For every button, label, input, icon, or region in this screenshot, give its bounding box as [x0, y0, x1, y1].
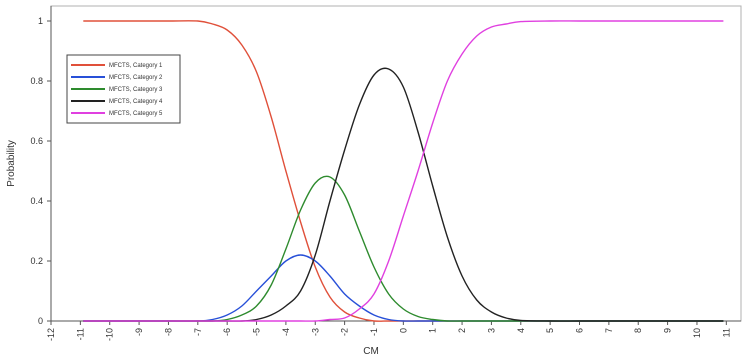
legend: MFCTS, Category 1 MFCTS, Category 2 MFCTS,…	[66, 54, 181, 124]
x-tick-label: -1	[369, 328, 379, 336]
x-tick-label: -6	[222, 328, 232, 336]
x-tick-label: -2	[340, 328, 350, 336]
x-tick-label: 10	[692, 328, 702, 338]
plot-frame	[50, 5, 742, 322]
x-tick-label: 7	[604, 328, 614, 333]
x-tick-label: 3	[486, 328, 496, 333]
y-axis-label: Probability	[6, 140, 17, 187]
series-layer	[83, 20, 724, 322]
y-tick-label: 0.2	[30, 256, 43, 266]
x-tick-label: 5	[545, 328, 555, 333]
x-tick-label: 6	[575, 328, 585, 333]
legend-entry: MFCTS, Category 3	[109, 87, 163, 93]
x-tick-label: -4	[281, 328, 291, 336]
x-tick-label: 9	[663, 328, 673, 333]
x-tick-label: -11	[75, 328, 85, 340]
x-tick-label: 1	[428, 328, 438, 333]
x-tick-label: 2	[457, 328, 467, 333]
legend-entry: MFCTS, Category 2	[109, 75, 163, 81]
x-tick-label: 8	[633, 328, 643, 333]
legend-entry: MFCTS, Category 5	[109, 111, 163, 117]
x-tick-label: -7	[193, 328, 203, 336]
x-tick-label: -8	[163, 328, 173, 336]
x-tick-label: 11	[721, 328, 731, 337]
legend-entry: MFCTS, Category 4	[109, 99, 163, 105]
y-tick-label: 0	[38, 316, 43, 326]
x-tick-label: -10	[105, 328, 115, 341]
series-line-category-5	[83, 20, 724, 322]
x-tick-label: 4	[516, 328, 526, 333]
y-tick-label: 0.8	[30, 76, 43, 86]
y-tick-label: 0.6	[30, 136, 43, 146]
x-tick-label: -5	[252, 328, 262, 336]
x-tick-label: -12	[46, 328, 56, 341]
legend-entry: MFCTS, Category 1	[109, 63, 163, 69]
y-tick-label: 0.4	[30, 196, 43, 206]
x-tick-label: -3	[310, 328, 320, 336]
series-line-category-3	[83, 175, 724, 322]
x-tick-label: -9	[134, 328, 144, 336]
series-line-category-2	[83, 254, 724, 322]
x-tick-label: 0	[398, 328, 408, 333]
y-tick-label: 1	[38, 16, 43, 26]
x-axis-label: CM	[363, 346, 379, 356]
